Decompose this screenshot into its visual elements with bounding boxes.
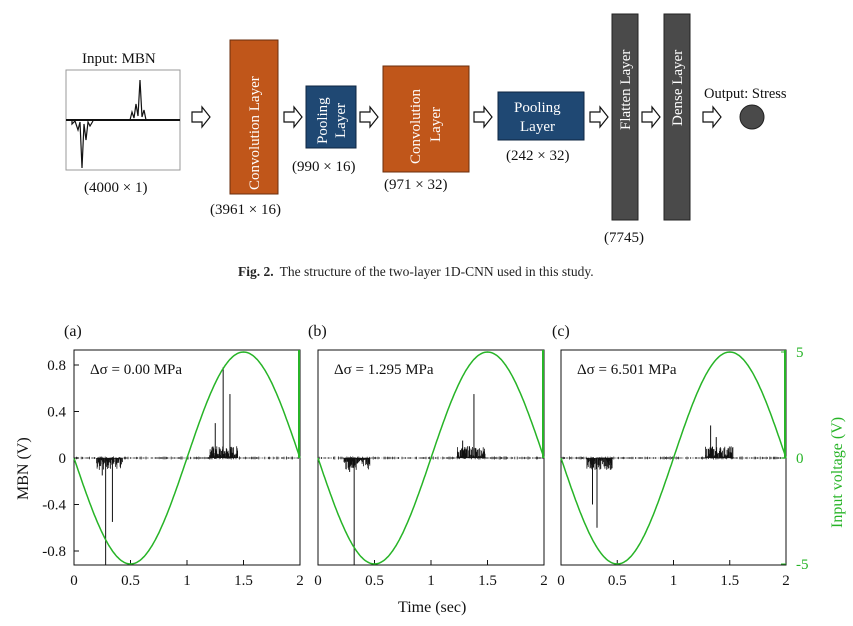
x-tick-label: 0 xyxy=(557,573,565,589)
cnn-diagram: Input: MBN (4000 × 1) Convolution Layer … xyxy=(65,13,787,246)
pool-layer-1-label-line1: Pooling xyxy=(315,97,331,144)
input-signal-plot xyxy=(66,79,180,169)
conv-layer-1-label: Convolution Layer xyxy=(247,76,263,190)
x-tick-label: 0.5 xyxy=(121,573,140,589)
input-label: Input: MBN xyxy=(82,51,156,67)
x-tick-label: 1 xyxy=(670,573,678,589)
x-tick-label: 1.5 xyxy=(720,573,739,589)
figure-caption: Fig. 2. The structure of the two-layer 1D… xyxy=(238,264,594,279)
y-tick-label: 0.4 xyxy=(47,405,66,421)
output-label: Output: Stress xyxy=(704,86,787,102)
flatten-layer-dim: (7745) xyxy=(604,230,644,246)
x-tick-label: 0 xyxy=(70,573,78,589)
conv-layer-2-label-line1: Convolution xyxy=(408,88,424,164)
y2-tick-label: -5 xyxy=(796,557,809,573)
input-dim: (4000 × 1) xyxy=(84,180,147,196)
x-tick-label: 0 xyxy=(314,573,322,589)
y2-tick-label: 0 xyxy=(796,451,804,467)
panel-label-a: (a) xyxy=(64,323,82,340)
panel-label-b: (b) xyxy=(308,323,327,340)
x-tick-label: 2 xyxy=(296,573,304,589)
pool-layer-2-label-line1: Pooling xyxy=(514,100,561,116)
pool-layer-1-label-line2: Layer xyxy=(333,103,349,138)
output-node xyxy=(739,104,765,130)
conv-layer-2-label-line2: Layer xyxy=(428,107,444,142)
x-tick-label: 2 xyxy=(782,573,790,589)
pool-layer-1-dim: (990 × 16) xyxy=(292,159,355,175)
flatten-layer-box xyxy=(611,13,639,221)
mbn-charts: (a) (b) (c) Δσ = 0.00 MPa Δσ = 1.295 MPa… xyxy=(15,323,846,616)
mbn-burst xyxy=(343,446,486,470)
y-axis-label-input-voltage: Input voltage (V) xyxy=(829,417,846,528)
caption-text: The structure of the two-layer 1D-CNN us… xyxy=(280,264,594,279)
conv-layer-2-dim: (971 × 32) xyxy=(384,177,447,193)
y-tick-label: 0.8 xyxy=(47,358,66,374)
y-axis-label-mbn: MBN (V) xyxy=(15,437,32,500)
x-tick-label: 2 xyxy=(540,573,548,589)
pool-layer-2-box xyxy=(497,91,585,141)
annotation-c: Δσ = 6.501 MPa xyxy=(577,362,677,378)
x-tick-label: 1.5 xyxy=(478,573,497,589)
annotation-b: Δσ = 1.295 MPa xyxy=(334,362,434,378)
x-tick-label: 1 xyxy=(427,573,435,589)
input-voltage-sine xyxy=(317,351,545,565)
conv-layer-1-box xyxy=(229,39,279,195)
x-axis-label: Time (sec) xyxy=(398,599,466,616)
y2-tick-label: 5 xyxy=(796,345,804,361)
pool-layer-2-label-line2: Layer xyxy=(520,119,555,135)
pool-layer-1-box xyxy=(305,85,357,149)
annotation-a: Δσ = 0.00 MPa xyxy=(90,362,182,378)
x-tick-label: 1 xyxy=(183,573,191,589)
y-tick-label: -0.8 xyxy=(42,544,66,560)
conv-layer-1-dim: (3961 × 16) xyxy=(210,202,281,218)
conv-layer-2-box xyxy=(382,65,470,173)
dense-layer-box xyxy=(663,13,691,221)
y-tick-label: -0.4 xyxy=(42,498,66,514)
caption-prefix: Fig. 2. xyxy=(238,264,274,279)
input-voltage-sine xyxy=(560,351,787,565)
panel-label-c: (c) xyxy=(552,323,570,340)
x-tick-label: 0.5 xyxy=(365,573,384,589)
y-tick-label: 0 xyxy=(59,451,67,467)
arrow-icon xyxy=(191,105,722,129)
dense-layer-label: Dense Layer xyxy=(670,50,686,126)
input-voltage-sine xyxy=(73,351,301,565)
x-tick-label: 0.5 xyxy=(608,573,627,589)
x-tick-label: 1.5 xyxy=(234,573,253,589)
flatten-layer-label: Flatten Layer xyxy=(618,50,634,130)
pool-layer-2-dim: (242 × 32) xyxy=(506,148,569,164)
